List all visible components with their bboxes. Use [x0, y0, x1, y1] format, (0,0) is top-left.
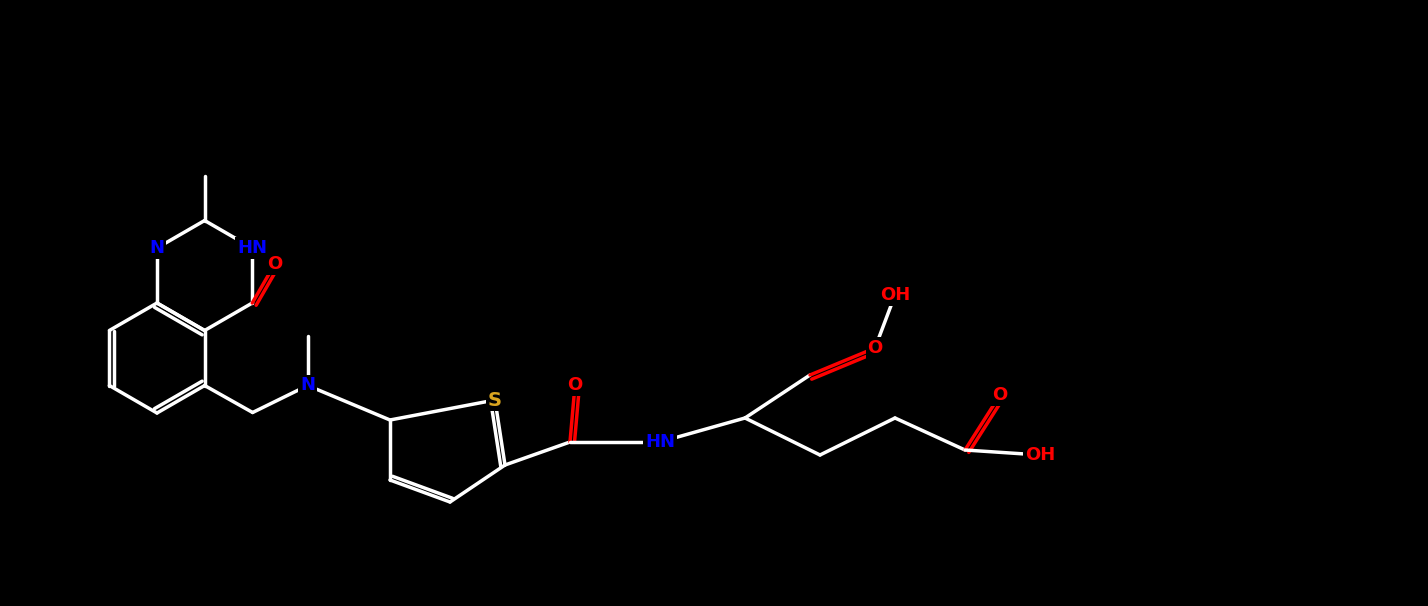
Text: S: S: [488, 390, 503, 410]
Text: OH: OH: [880, 286, 910, 304]
Text: N: N: [150, 239, 164, 257]
Text: O: O: [867, 339, 883, 357]
Text: HN: HN: [237, 239, 267, 257]
Text: OH: OH: [1025, 446, 1055, 464]
Text: N: N: [300, 376, 316, 395]
Text: HN: HN: [645, 433, 675, 451]
Text: O: O: [992, 386, 1008, 404]
Text: O: O: [567, 376, 583, 394]
Text: O: O: [267, 255, 283, 273]
